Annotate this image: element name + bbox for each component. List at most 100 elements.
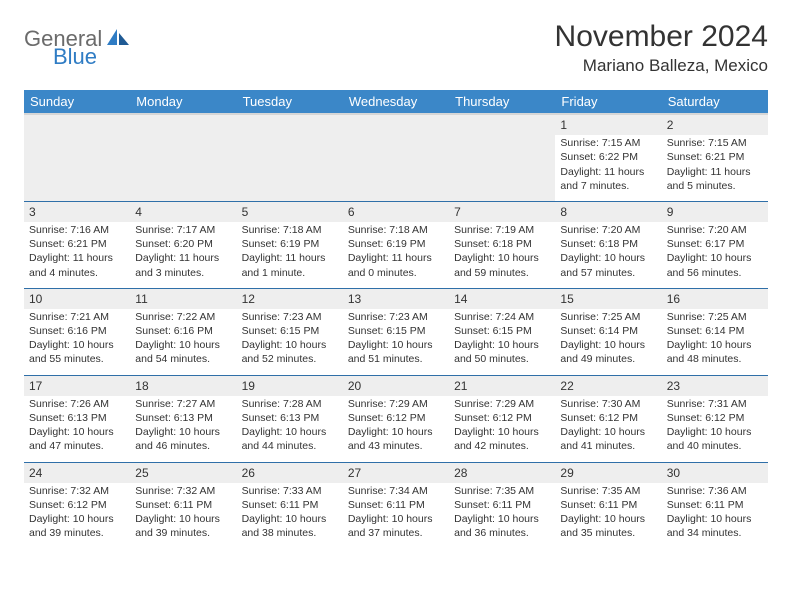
calendar-week-row: 3Sunrise: 7:16 AMSunset: 6:21 PMDaylight… — [24, 201, 768, 288]
daylight-text: Daylight: 11 hours — [242, 251, 338, 265]
day-number: 30 — [662, 463, 768, 483]
daylight-text: Daylight: 11 hours — [135, 251, 231, 265]
daylight-text: Daylight: 10 hours — [560, 512, 656, 526]
day-number: 3 — [24, 202, 130, 222]
title-block: November 2024 Mariano Balleza, Mexico — [555, 20, 768, 76]
daylight-text: Daylight: 10 hours — [667, 425, 763, 439]
daylight-text: Daylight: 10 hours — [29, 425, 125, 439]
sunset-text: Sunset: 6:14 PM — [667, 324, 763, 338]
calendar-cell — [343, 114, 449, 201]
sunrise-text: Sunrise: 7:23 AM — [242, 310, 338, 324]
sunrise-text: Sunrise: 7:29 AM — [454, 397, 550, 411]
daylight-text: Daylight: 10 hours — [29, 512, 125, 526]
daylight-text: and 0 minutes. — [348, 266, 444, 280]
calendar-cell: 26Sunrise: 7:33 AMSunset: 6:11 PMDayligh… — [237, 462, 343, 548]
sunrise-text: Sunrise: 7:22 AM — [135, 310, 231, 324]
dayhead-thu: Thursday — [449, 90, 555, 114]
sunset-text: Sunset: 6:12 PM — [454, 411, 550, 425]
sunset-text: Sunset: 6:19 PM — [242, 237, 338, 251]
sunrise-text: Sunrise: 7:30 AM — [560, 397, 656, 411]
calendar-cell: 3Sunrise: 7:16 AMSunset: 6:21 PMDaylight… — [24, 201, 130, 288]
calendar-cell: 17Sunrise: 7:26 AMSunset: 6:13 PMDayligh… — [24, 375, 130, 462]
calendar-cell: 7Sunrise: 7:19 AMSunset: 6:18 PMDaylight… — [449, 201, 555, 288]
calendar-cell: 27Sunrise: 7:34 AMSunset: 6:11 PMDayligh… — [343, 462, 449, 548]
brand-sub: Blue — [53, 44, 97, 70]
brand-logo: General Blue — [24, 26, 131, 52]
daylight-text: and 48 minutes. — [667, 352, 763, 366]
daylight-text: and 47 minutes. — [29, 439, 125, 453]
sunset-text: Sunset: 6:15 PM — [348, 324, 444, 338]
calendar-cell — [237, 114, 343, 201]
daylight-text: Daylight: 10 hours — [454, 425, 550, 439]
sunset-text: Sunset: 6:21 PM — [667, 150, 763, 164]
sunrise-text: Sunrise: 7:32 AM — [29, 484, 125, 498]
calendar-cell: 19Sunrise: 7:28 AMSunset: 6:13 PMDayligh… — [237, 375, 343, 462]
sunset-text: Sunset: 6:14 PM — [560, 324, 656, 338]
sunset-text: Sunset: 6:15 PM — [242, 324, 338, 338]
calendar-cell: 4Sunrise: 7:17 AMSunset: 6:20 PMDaylight… — [130, 201, 236, 288]
day-number: 4 — [130, 202, 236, 222]
sunrise-text: Sunrise: 7:25 AM — [560, 310, 656, 324]
dayhead-fri: Friday — [555, 90, 661, 114]
daylight-text: and 7 minutes. — [560, 179, 656, 193]
calendar-cell — [130, 114, 236, 201]
calendar-cell: 9Sunrise: 7:20 AMSunset: 6:17 PMDaylight… — [662, 201, 768, 288]
daylight-text: Daylight: 10 hours — [667, 338, 763, 352]
calendar-cell: 11Sunrise: 7:22 AMSunset: 6:16 PMDayligh… — [130, 288, 236, 375]
daylight-text: Daylight: 10 hours — [667, 251, 763, 265]
calendar-cell: 10Sunrise: 7:21 AMSunset: 6:16 PMDayligh… — [24, 288, 130, 375]
day-number: 29 — [555, 463, 661, 483]
sunrise-text: Sunrise: 7:31 AM — [667, 397, 763, 411]
day-number: 5 — [237, 202, 343, 222]
sunset-text: Sunset: 6:17 PM — [667, 237, 763, 251]
daylight-text: and 42 minutes. — [454, 439, 550, 453]
day-header-row: Sunday Monday Tuesday Wednesday Thursday… — [24, 90, 768, 114]
daylight-text: Daylight: 10 hours — [242, 425, 338, 439]
sunrise-text: Sunrise: 7:19 AM — [454, 223, 550, 237]
sunset-text: Sunset: 6:11 PM — [454, 498, 550, 512]
sunrise-text: Sunrise: 7:25 AM — [667, 310, 763, 324]
calendar-week-row: 1Sunrise: 7:15 AMSunset: 6:22 PMDaylight… — [24, 114, 768, 201]
day-number: 8 — [555, 202, 661, 222]
sunset-text: Sunset: 6:13 PM — [135, 411, 231, 425]
sunrise-text: Sunrise: 7:23 AM — [348, 310, 444, 324]
day-number: 27 — [343, 463, 449, 483]
daylight-text: Daylight: 10 hours — [135, 512, 231, 526]
day-number: 17 — [24, 376, 130, 396]
sunrise-text: Sunrise: 7:33 AM — [242, 484, 338, 498]
sunrise-text: Sunrise: 7:34 AM — [348, 484, 444, 498]
daylight-text: Daylight: 10 hours — [348, 425, 444, 439]
sunrise-text: Sunrise: 7:29 AM — [348, 397, 444, 411]
daylight-text: Daylight: 10 hours — [454, 338, 550, 352]
calendar-cell: 20Sunrise: 7:29 AMSunset: 6:12 PMDayligh… — [343, 375, 449, 462]
daylight-text: and 51 minutes. — [348, 352, 444, 366]
calendar-cell: 28Sunrise: 7:35 AMSunset: 6:11 PMDayligh… — [449, 462, 555, 548]
daylight-text: and 54 minutes. — [135, 352, 231, 366]
day-number: 11 — [130, 289, 236, 309]
sunset-text: Sunset: 6:11 PM — [135, 498, 231, 512]
sunset-text: Sunset: 6:21 PM — [29, 237, 125, 251]
month-title: November 2024 — [555, 20, 768, 54]
daylight-text: and 50 minutes. — [454, 352, 550, 366]
sunset-text: Sunset: 6:19 PM — [348, 237, 444, 251]
day-number: 26 — [237, 463, 343, 483]
daylight-text: and 44 minutes. — [242, 439, 338, 453]
daylight-text: and 57 minutes. — [560, 266, 656, 280]
daylight-text: Daylight: 10 hours — [242, 338, 338, 352]
sunset-text: Sunset: 6:11 PM — [242, 498, 338, 512]
sunset-text: Sunset: 6:13 PM — [29, 411, 125, 425]
sunrise-text: Sunrise: 7:21 AM — [29, 310, 125, 324]
calendar-week-row: 10Sunrise: 7:21 AMSunset: 6:16 PMDayligh… — [24, 288, 768, 375]
daylight-text: and 59 minutes. — [454, 266, 550, 280]
sunset-text: Sunset: 6:12 PM — [560, 411, 656, 425]
sunset-text: Sunset: 6:22 PM — [560, 150, 656, 164]
daylight-text: Daylight: 10 hours — [135, 425, 231, 439]
sunset-text: Sunset: 6:16 PM — [29, 324, 125, 338]
daylight-text: and 4 minutes. — [29, 266, 125, 280]
daylight-text: and 1 minute. — [242, 266, 338, 280]
daylight-text: Daylight: 10 hours — [348, 338, 444, 352]
daylight-text: and 52 minutes. — [242, 352, 338, 366]
calendar-week-row: 17Sunrise: 7:26 AMSunset: 6:13 PMDayligh… — [24, 375, 768, 462]
day-number: 16 — [662, 289, 768, 309]
day-number: 28 — [449, 463, 555, 483]
